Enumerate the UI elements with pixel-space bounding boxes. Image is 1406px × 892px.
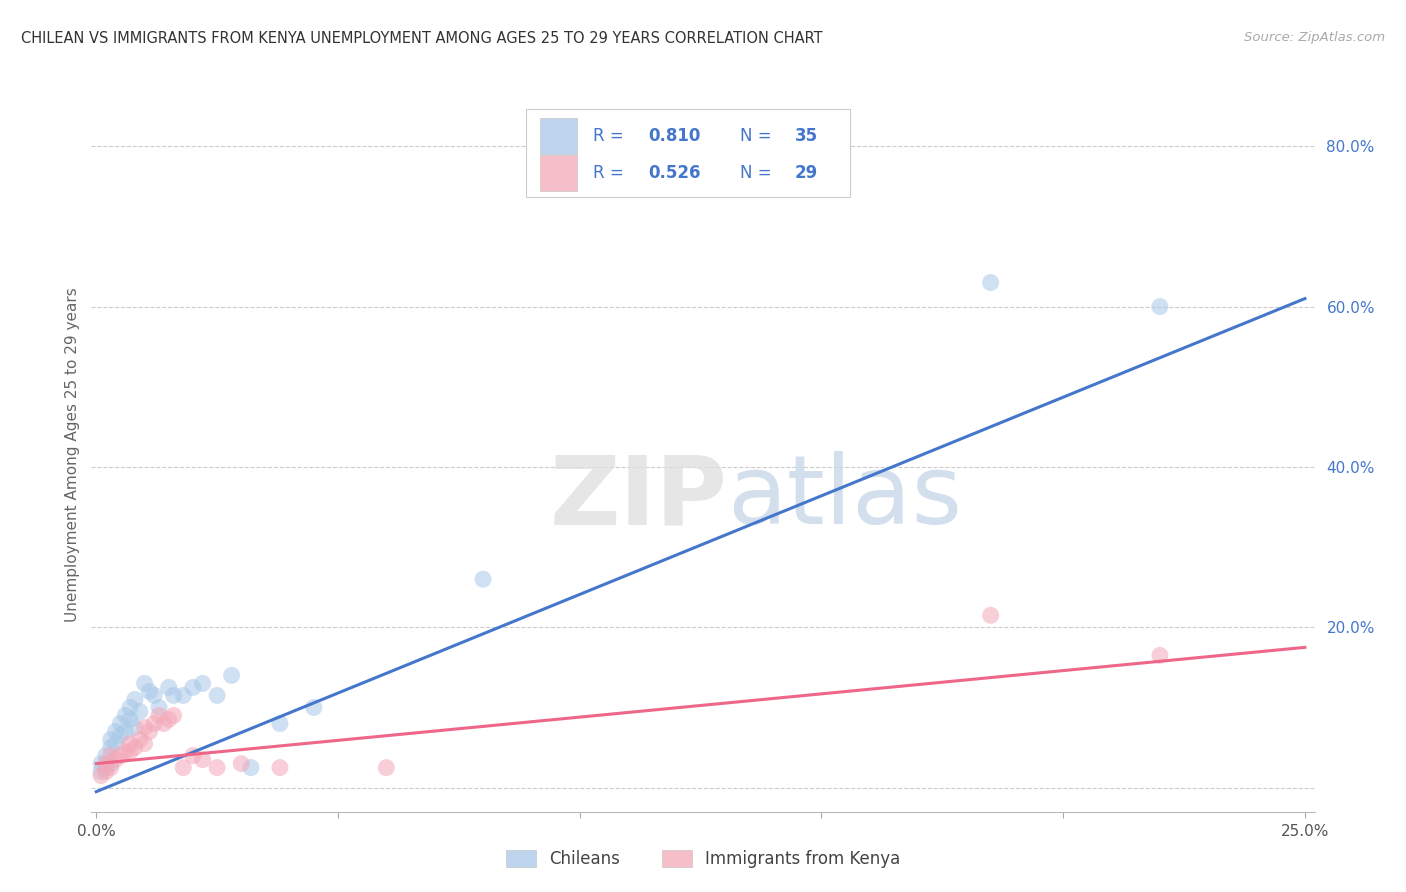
- Point: [143, 716, 166, 731]
- Point: [1149, 648, 1171, 663]
- Text: ZIP: ZIP: [550, 451, 727, 544]
- Point: [114, 708, 136, 723]
- Point: [94, 756, 117, 771]
- Point: [124, 721, 146, 735]
- Point: [980, 276, 1002, 290]
- FancyBboxPatch shape: [540, 118, 576, 153]
- Legend: Chileans, Immigrants from Kenya: Chileans, Immigrants from Kenya: [499, 843, 907, 875]
- Point: [143, 689, 166, 703]
- Point: [114, 745, 136, 759]
- Point: [153, 716, 176, 731]
- Point: [205, 761, 228, 775]
- Point: [172, 689, 194, 703]
- Point: [375, 761, 398, 775]
- Point: [94, 764, 117, 779]
- Text: 0.526: 0.526: [648, 164, 700, 182]
- Point: [120, 713, 142, 727]
- Point: [181, 681, 204, 695]
- Point: [181, 748, 204, 763]
- Point: [120, 737, 142, 751]
- Point: [134, 737, 156, 751]
- Text: N =: N =: [740, 164, 776, 182]
- Point: [100, 756, 122, 771]
- Point: [134, 721, 156, 735]
- Point: [120, 700, 142, 714]
- Text: 35: 35: [794, 127, 818, 145]
- Point: [110, 716, 132, 731]
- Text: Source: ZipAtlas.com: Source: ZipAtlas.com: [1244, 31, 1385, 45]
- Point: [157, 681, 180, 695]
- Point: [90, 769, 112, 783]
- Point: [138, 684, 160, 698]
- Point: [104, 724, 127, 739]
- Text: CHILEAN VS IMMIGRANTS FROM KENYA UNEMPLOYMENT AMONG AGES 25 TO 29 YEARS CORRELAT: CHILEAN VS IMMIGRANTS FROM KENYA UNEMPLO…: [21, 31, 823, 46]
- Point: [94, 748, 117, 763]
- FancyBboxPatch shape: [540, 155, 576, 191]
- Point: [205, 689, 228, 703]
- Point: [100, 732, 122, 747]
- Point: [269, 761, 291, 775]
- Text: atlas: atlas: [727, 451, 963, 544]
- Point: [269, 716, 291, 731]
- FancyBboxPatch shape: [526, 109, 849, 196]
- Point: [157, 713, 180, 727]
- Point: [472, 572, 495, 586]
- Point: [138, 724, 160, 739]
- Y-axis label: Unemployment Among Ages 25 to 29 years: Unemployment Among Ages 25 to 29 years: [65, 287, 80, 623]
- Point: [980, 608, 1002, 623]
- Point: [134, 676, 156, 690]
- Point: [162, 708, 184, 723]
- Point: [100, 761, 122, 775]
- Point: [114, 724, 136, 739]
- Point: [124, 692, 146, 706]
- Text: R =: R =: [593, 127, 628, 145]
- Point: [231, 756, 253, 771]
- Point: [100, 740, 122, 755]
- Point: [120, 745, 142, 759]
- Text: N =: N =: [740, 127, 776, 145]
- Point: [128, 732, 150, 747]
- Point: [162, 689, 184, 703]
- Text: 29: 29: [794, 164, 818, 182]
- Point: [191, 676, 214, 690]
- Point: [100, 748, 122, 763]
- Point: [221, 668, 243, 682]
- Point: [1149, 300, 1171, 314]
- Point: [110, 748, 132, 763]
- Point: [104, 737, 127, 751]
- Point: [191, 753, 214, 767]
- Point: [302, 700, 325, 714]
- Point: [110, 729, 132, 743]
- Point: [239, 761, 262, 775]
- Point: [90, 764, 112, 779]
- Text: R =: R =: [593, 164, 628, 182]
- Point: [94, 761, 117, 775]
- Point: [104, 753, 127, 767]
- Point: [124, 740, 146, 755]
- Point: [172, 761, 194, 775]
- Point: [90, 756, 112, 771]
- Point: [148, 708, 170, 723]
- Point: [128, 705, 150, 719]
- Point: [148, 700, 170, 714]
- Text: 0.810: 0.810: [648, 127, 700, 145]
